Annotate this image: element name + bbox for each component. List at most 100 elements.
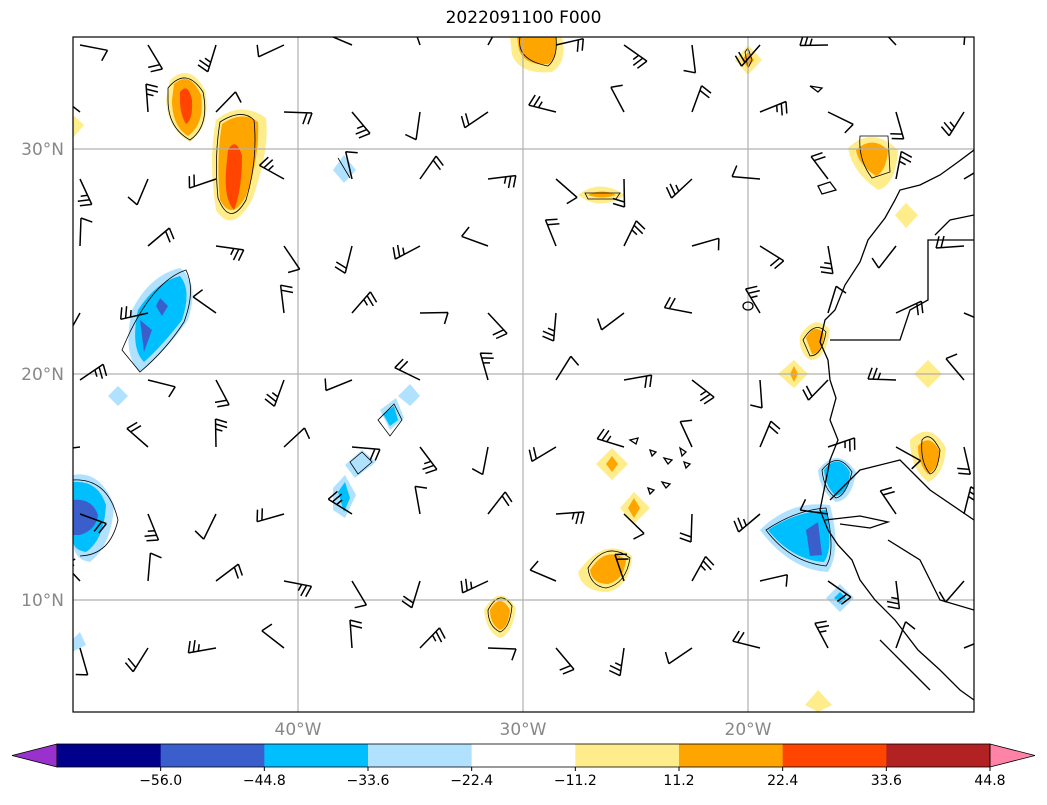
wind-barb (256, 44, 285, 58)
contour-negative (345, 450, 376, 478)
wind-barb (957, 446, 972, 476)
wind-barb (79, 363, 108, 381)
contour-positive (73, 115, 84, 138)
colorbar-tick-label: −22.4 (450, 773, 493, 789)
wind-barb (663, 296, 693, 314)
wind-barb (147, 44, 164, 73)
colorbar-tick-label: 44.8 (974, 773, 1005, 789)
wind-barb (79, 44, 109, 62)
wind-barb (732, 630, 761, 649)
wind-barb (555, 355, 580, 381)
lon-label: 20°W (725, 720, 772, 740)
wind-barb (734, 44, 761, 67)
wind-barb (256, 508, 285, 523)
wind-barb (810, 151, 829, 180)
wind-barb (351, 291, 378, 314)
wind-barb (215, 91, 242, 113)
wind-barb (419, 155, 444, 180)
wind-barb (324, 378, 353, 392)
contour-positive (490, 601, 510, 630)
wind-barb (679, 513, 693, 543)
wind-barb (460, 111, 489, 129)
wind-barb (351, 580, 368, 609)
wind-barb (414, 485, 428, 515)
wind-barb (608, 647, 625, 677)
colorbar-frame (56, 743, 991, 768)
wind-barb (544, 218, 560, 247)
wind-barb (759, 573, 789, 587)
colorbar-swatch (782, 744, 887, 767)
wind-barb (194, 513, 217, 540)
wind-barb (487, 174, 517, 189)
wind-barb (895, 150, 913, 180)
contour-negative (108, 386, 128, 406)
colorbar: −56.0 −44.8 −33.6 −22.4 −11.2 11.2 22.4 33.6 44.… (11, 743, 1036, 789)
wind-barb (119, 306, 149, 321)
wind-barb (935, 235, 965, 249)
wind-barb (759, 100, 788, 116)
wind-barb (871, 245, 897, 269)
wind-barb (691, 85, 712, 113)
wind-barb (750, 379, 763, 409)
wind-barb (264, 379, 285, 407)
contour-positive (606, 456, 618, 472)
wind-barb (612, 178, 626, 208)
wind-barb (664, 647, 693, 665)
contour-negative (73, 632, 86, 652)
wind-barb (614, 553, 629, 582)
wind-barb (192, 289, 217, 314)
wind-barb (691, 555, 715, 582)
coastline (628, 85, 974, 701)
wind-barb (73, 105, 81, 113)
colorbar-tick-label: 11.2 (663, 773, 694, 789)
wind-barb (529, 560, 557, 582)
wind-barb (691, 379, 715, 405)
wind-barb (827, 285, 847, 314)
wind-barb (73, 446, 81, 449)
lon-label: 40°W (275, 720, 322, 740)
wind-barb (419, 627, 446, 649)
wind-barb (147, 227, 175, 247)
colorbar-swatch (679, 744, 784, 767)
wind-barb (344, 150, 358, 180)
wind-barb (283, 427, 311, 448)
wind-barb (126, 421, 149, 448)
contour-negative (73, 499, 98, 535)
wind-barb (279, 284, 294, 314)
wind-barb (731, 165, 761, 180)
wind-barb (144, 513, 160, 542)
wind-barb (895, 300, 924, 316)
wind-barb (555, 178, 578, 205)
contour-positive (895, 203, 918, 228)
wind-barb (887, 37, 897, 46)
wind-barbs (73, 37, 974, 677)
wind-barb (679, 419, 693, 448)
wind-barb (963, 643, 974, 649)
wind-barb (827, 437, 856, 452)
wind-barb (188, 174, 217, 189)
contour-negative (398, 384, 420, 406)
wind-barb (283, 111, 313, 125)
colorbar-extend-low (11, 743, 58, 768)
colorbar-swatch (57, 744, 162, 767)
contour-positive (805, 690, 832, 712)
lat-label: 30°N (21, 140, 64, 160)
contour-positive (856, 142, 888, 176)
wind-barb (392, 244, 421, 260)
contour-positive (225, 144, 242, 210)
wind-barb (895, 446, 922, 470)
wind-barb (215, 563, 244, 582)
wind-barb (623, 44, 648, 69)
colorbar-swatch (471, 744, 576, 767)
wind-barb (596, 428, 625, 448)
wind-barb (79, 217, 93, 247)
contour-negative (338, 482, 350, 512)
colorbar-tick-label: 22.4 (767, 773, 798, 789)
wind-barb (283, 245, 301, 274)
wind-barb (334, 245, 353, 274)
wind-barb (759, 245, 785, 270)
wind-barb (419, 446, 438, 475)
wind-barb (147, 379, 176, 398)
wind-barb (610, 84, 625, 113)
